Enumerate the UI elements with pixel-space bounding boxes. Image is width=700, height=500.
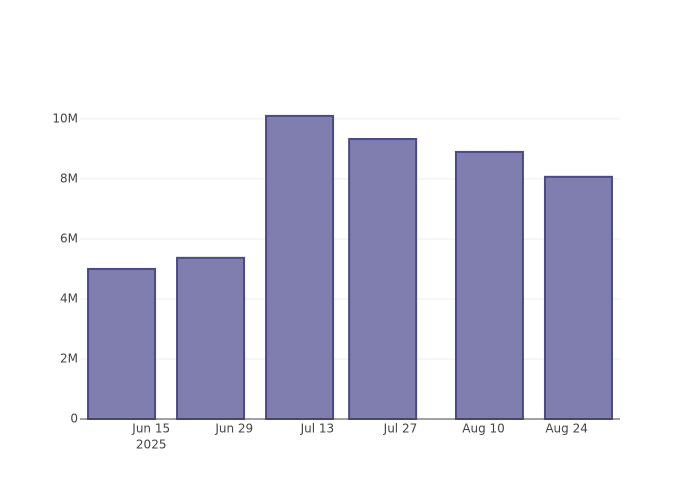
x-tick-label: Jun 29 bbox=[214, 422, 253, 436]
y-tick-label: 8M bbox=[60, 171, 78, 185]
bar bbox=[348, 138, 418, 420]
bar bbox=[543, 175, 613, 420]
y-tick-label: 0 bbox=[70, 412, 78, 426]
y-tick-label: 2M bbox=[60, 351, 78, 365]
x-tick-label: Aug 24 bbox=[545, 422, 588, 436]
y-tick-label: 10M bbox=[52, 111, 78, 125]
x-tick-label: Jun 15 bbox=[131, 422, 170, 436]
y-tick-label: 4M bbox=[60, 291, 78, 305]
x-tick-year: 2025 bbox=[136, 438, 167, 452]
bar bbox=[454, 150, 524, 421]
x-tick-label: Aug 10 bbox=[462, 422, 505, 436]
y-tick-label: 6M bbox=[60, 231, 78, 245]
bar bbox=[176, 256, 246, 420]
x-tick-label: Jul 27 bbox=[383, 422, 418, 436]
x-tick-label: Jul 13 bbox=[300, 422, 335, 436]
bar bbox=[265, 114, 335, 420]
bar bbox=[87, 267, 157, 421]
